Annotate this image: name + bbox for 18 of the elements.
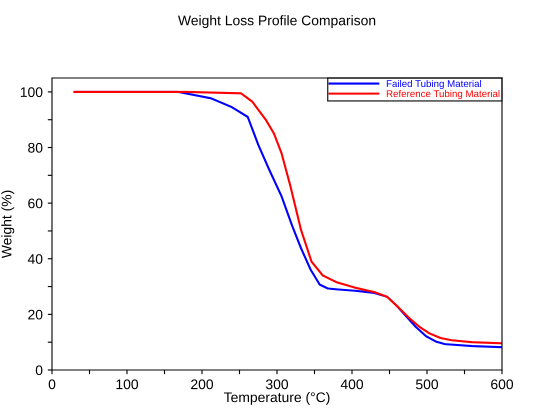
x-tick-label: 400 <box>340 379 364 390</box>
x-tick-label: 600 <box>491 379 514 390</box>
y-tick-label: 40 <box>28 254 42 264</box>
x-tick-label: 0 <box>48 379 56 390</box>
y-tick-label: 20 <box>28 310 42 320</box>
chart-title: Weight Loss Profile Comparison <box>178 15 376 28</box>
y-tick-label: 0 <box>36 365 42 376</box>
y-tick-label: 100 <box>20 87 42 98</box>
text: Failed Tubing Material <box>386 80 482 90</box>
y-tick-label: 60 <box>28 198 42 208</box>
x-tick-label: 500 <box>416 379 438 390</box>
x-tick-label: 100 <box>116 379 138 390</box>
x-tick-label: 300 <box>266 379 288 390</box>
x-tick-label: 200 <box>191 379 214 390</box>
x-axis-title: Temperature (°C) <box>224 392 330 405</box>
y-axis-title: Weight (%) <box>1 190 14 258</box>
y-tick-label: 80 <box>28 142 42 153</box>
text: Reference Tubing Material <box>386 90 500 100</box>
